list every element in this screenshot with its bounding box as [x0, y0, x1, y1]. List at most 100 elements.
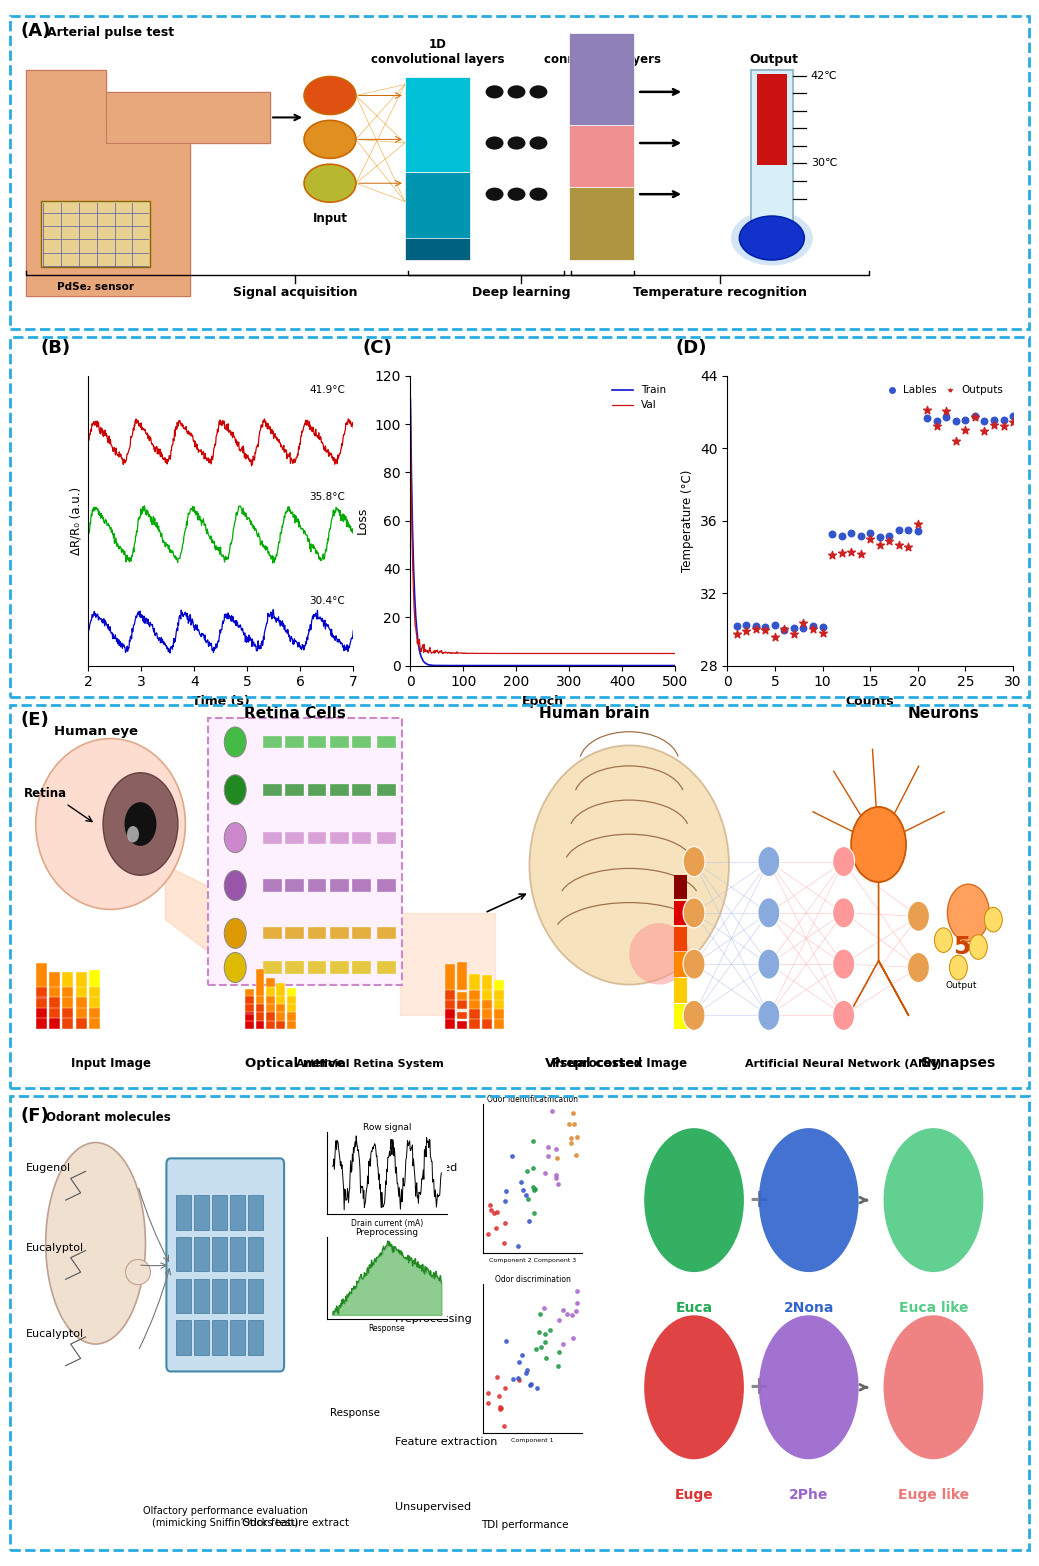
Circle shape	[304, 164, 356, 202]
Circle shape	[485, 188, 504, 200]
Point	[525, 1174, 541, 1200]
Point	[537, 1345, 554, 1370]
Text: Visual cortex: Visual cortex	[545, 1057, 643, 1070]
Bar	[35, 982, 47, 998]
Val	[404, 395, 417, 413]
Point	[510, 1367, 527, 1392]
Point	[843, 540, 859, 565]
Bar	[266, 977, 275, 1004]
Point	[491, 1395, 508, 1420]
Point	[1005, 402, 1021, 428]
Bar	[308, 783, 326, 796]
Point	[562, 1131, 579, 1156]
Point	[518, 1159, 535, 1184]
X-axis label: Component 2 Component 3: Component 2 Component 3	[489, 1259, 576, 1264]
Point	[938, 404, 955, 429]
Point	[909, 512, 926, 537]
Point	[776, 617, 793, 642]
Bar	[266, 1007, 275, 1021]
Point	[488, 1200, 505, 1225]
Point	[567, 1142, 584, 1167]
Bar	[457, 1021, 468, 1029]
Text: Human brain: Human brain	[539, 706, 649, 720]
Text: 42℃: 42℃	[810, 70, 837, 81]
Bar	[377, 736, 396, 749]
Bar	[377, 927, 396, 940]
Point	[498, 1328, 514, 1353]
Point	[785, 615, 802, 640]
Bar	[352, 832, 371, 844]
Point	[492, 1395, 509, 1420]
Bar	[569, 186, 634, 260]
Point	[482, 1192, 499, 1217]
Bar	[248, 1320, 263, 1355]
Bar	[41, 202, 151, 268]
Point	[852, 523, 869, 548]
Bar	[49, 990, 60, 1018]
Point	[861, 526, 878, 551]
Bar	[756, 74, 787, 164]
Circle shape	[832, 897, 855, 929]
Bar	[285, 927, 304, 940]
Bar	[330, 736, 349, 749]
Bar	[266, 1005, 275, 1029]
Bar	[62, 998, 74, 1018]
Bar	[88, 1009, 100, 1029]
Point	[957, 407, 974, 432]
Point	[728, 614, 745, 639]
Text: Eucalyptol: Eucalyptol	[26, 1330, 84, 1339]
Bar	[177, 1237, 191, 1272]
Point	[541, 1317, 558, 1342]
Bar	[76, 972, 86, 998]
Point	[510, 1234, 527, 1259]
Point	[496, 1231, 512, 1256]
Bar	[212, 1195, 228, 1229]
X-axis label: Time (s): Time (s)	[192, 695, 249, 708]
Bar	[330, 962, 349, 974]
Y-axis label: ΔR/R₀ (a.u.): ΔR/R₀ (a.u.)	[70, 487, 83, 554]
Bar	[76, 972, 86, 987]
Bar	[330, 783, 349, 796]
Text: Human eye: Human eye	[54, 725, 137, 738]
FancyBboxPatch shape	[166, 1159, 284, 1372]
Text: PdSe₂ sensor: PdSe₂ sensor	[57, 282, 134, 291]
Circle shape	[832, 949, 855, 979]
Circle shape	[224, 775, 246, 805]
Point	[536, 1295, 553, 1320]
Bar	[352, 927, 371, 940]
Point	[522, 1373, 538, 1398]
Point	[548, 1162, 564, 1187]
Circle shape	[683, 949, 705, 979]
Point	[920, 398, 936, 423]
Train	[429, 656, 442, 675]
Point	[532, 1334, 549, 1359]
Point	[551, 1339, 567, 1364]
Bar	[62, 988, 74, 1009]
Bar	[287, 1018, 296, 1029]
Point	[487, 1215, 504, 1240]
Point	[536, 1330, 553, 1355]
Text: Synapses: Synapses	[922, 1055, 995, 1070]
Text: Euge like: Euge like	[898, 1488, 969, 1502]
Train	[624, 656, 637, 675]
Ellipse shape	[731, 210, 812, 265]
Bar	[62, 971, 74, 987]
Bar	[245, 990, 254, 1004]
Bar	[263, 927, 282, 940]
Point	[909, 518, 926, 543]
Text: Deep learning: Deep learning	[472, 285, 570, 299]
Bar	[245, 1005, 254, 1029]
Circle shape	[758, 1315, 858, 1460]
Point	[824, 543, 841, 568]
Circle shape	[757, 1001, 780, 1030]
Point	[560, 1112, 577, 1137]
Text: Response: Response	[330, 1408, 380, 1419]
Bar	[231, 1278, 245, 1314]
Point	[929, 409, 945, 434]
Circle shape	[507, 136, 526, 150]
Bar	[674, 979, 687, 1004]
Bar	[445, 1018, 455, 1029]
Point	[548, 1165, 564, 1190]
Point	[497, 1189, 513, 1214]
Point	[843, 520, 859, 545]
